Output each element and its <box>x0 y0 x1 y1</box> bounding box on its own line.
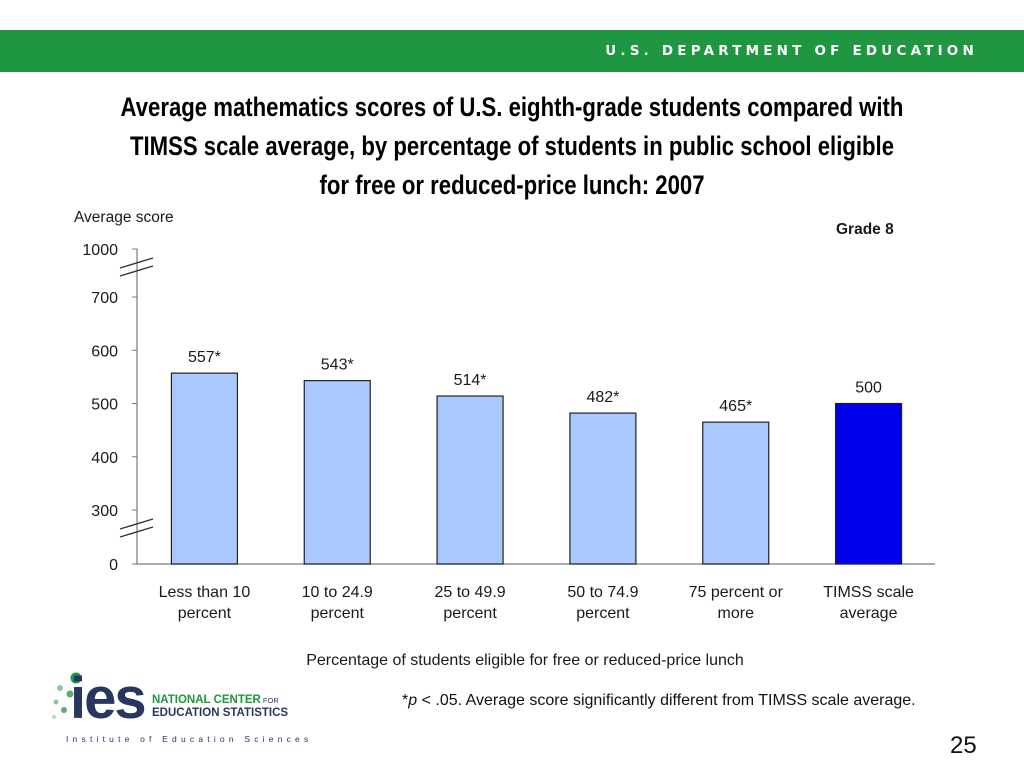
logo-letters: ies <box>70 666 147 731</box>
data-label-1: 543* <box>321 357 354 374</box>
logo-line-2: EDUCATION STATISTICS <box>152 707 289 719</box>
ies-logo: ies NATIONAL CENTER FOR EDUCATION STATIS… <box>48 670 308 750</box>
category-label-5-0: TIMSS scale <box>823 584 914 601</box>
x-axis-label: Percentage of students eligible for free… <box>306 652 744 669</box>
y-tick-label-5: 700 <box>91 290 118 307</box>
slide-title: Average mathematics scores of U.S. eight… <box>92 88 932 205</box>
category-label-0-1: percent <box>178 605 232 622</box>
category-label-1-1: percent <box>311 605 365 622</box>
footnote-symbol: * <box>402 692 409 709</box>
category-label-1-0: 10 to 24.9 <box>302 584 373 601</box>
y-tick-label-2: 400 <box>91 450 118 467</box>
y-tick-label-1: 300 <box>91 503 118 520</box>
axis-break-lower-a <box>119 518 154 530</box>
category-label-0-0: Less than 10 <box>159 584 251 601</box>
data-label-0: 557* <box>188 349 221 366</box>
data-label-5: 500 <box>855 380 882 397</box>
category-label-3-1: percent <box>576 605 630 622</box>
axis-break-upper-a <box>119 257 154 269</box>
category-label-5-1: average <box>840 605 898 622</box>
category-label-4-0: 75 percent or <box>689 584 784 601</box>
logo-line-1: NATIONAL CENTER <box>152 694 261 706</box>
slide-title-line-1: Average mathematics scores of U.S. eight… <box>120 92 904 122</box>
category-label-2-1: percent <box>443 605 497 622</box>
bar-4 <box>702 421 770 565</box>
chart-annotation: Grade 8 <box>836 221 894 238</box>
y-tick-label-4: 600 <box>91 343 118 360</box>
slide-title-line-2: TIMSS scale average, by percentage of st… <box>129 131 895 161</box>
y-tick-label-6: 1000 <box>82 242 118 259</box>
logo-dots-icon <box>52 672 82 719</box>
bar-5 <box>834 402 903 565</box>
footnote-text: < .05. Average score significantly diffe… <box>417 692 916 709</box>
bar-1 <box>303 380 371 565</box>
logo-nces: NATIONAL CENTER FOR EDUCATION STATISTICS <box>152 694 288 720</box>
y-tick-label-0: 0 <box>109 557 118 574</box>
page-number: 25 <box>950 732 977 759</box>
department-name: U.S. DEPARTMENT OF EDUCATION <box>605 43 978 59</box>
bar-3 <box>569 412 637 565</box>
bar-0 <box>170 372 239 565</box>
footnote: *p < .05. Average score significantly di… <box>402 690 977 711</box>
logo-tagline: Institute of Education Sciences <box>66 734 313 744</box>
category-label-2-0: 25 to 49.9 <box>434 584 505 601</box>
category-label-3-0: 50 to 74.9 <box>567 584 638 601</box>
y-axis-label: Average score <box>74 209 174 226</box>
data-label-3: 482* <box>586 389 619 406</box>
bar-2 <box>436 395 504 565</box>
footnote-p: p <box>408 692 418 709</box>
logo-line-1-small: FOR <box>260 696 279 705</box>
category-label-4-1: more <box>718 605 755 622</box>
axis-break-lower-b <box>119 526 154 538</box>
slide-title-line-3: for free or reduced-price lunch: 2007 <box>319 170 705 200</box>
y-tick-label-3: 500 <box>91 397 118 414</box>
data-label-4: 465* <box>719 398 752 415</box>
data-label-2: 514* <box>454 372 487 389</box>
header-band <box>0 30 1024 72</box>
axis-break-upper-b <box>119 265 154 277</box>
